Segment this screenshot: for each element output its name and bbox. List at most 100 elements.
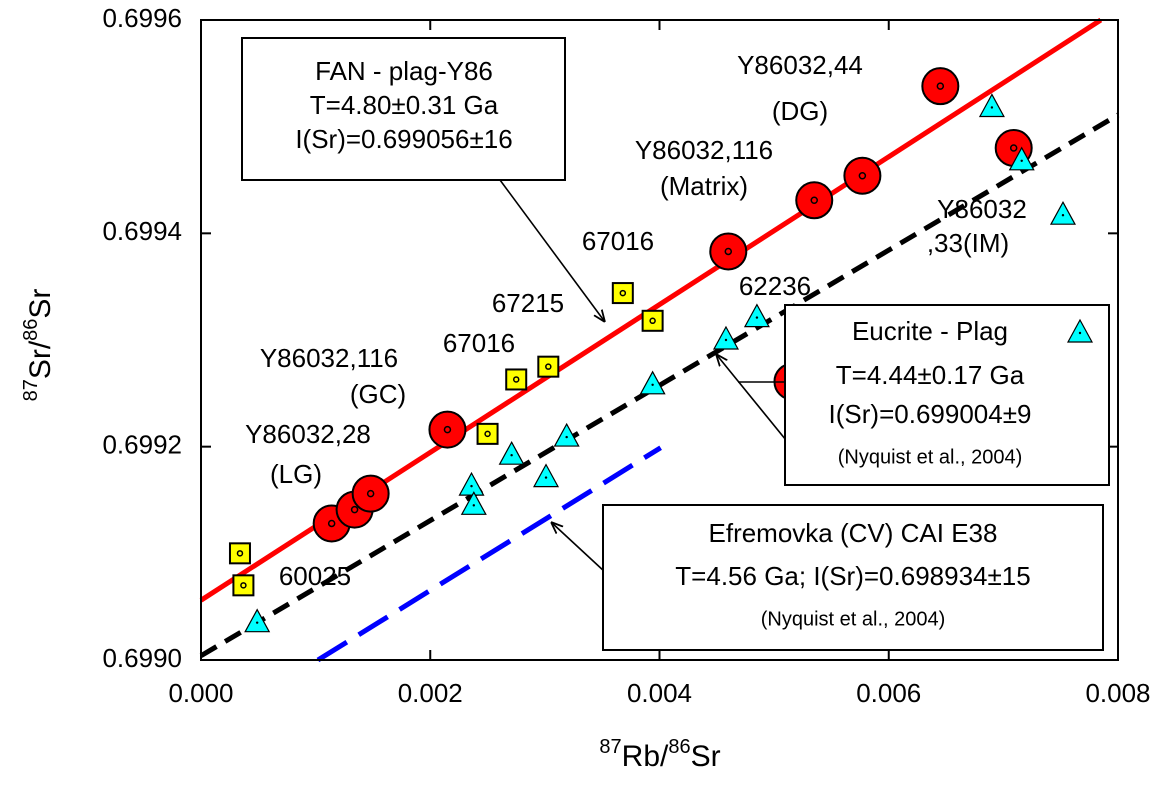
legend-text: T=4.56 Ga; I(Sr)=0.698934±15 [675,561,1030,591]
point-label: ,33(IM) [927,228,1009,258]
marker-dot [1009,144,1018,152]
y-tick-label: 0.6994 [102,216,182,246]
marker-shape [498,440,525,465]
arrow [499,179,605,322]
marker-dot [240,582,247,589]
legend-box [241,37,566,181]
legend-box [784,304,1110,486]
legend-text: Efremovka (CV) CAI E38 [709,518,998,548]
arrow [551,522,606,573]
data-point [712,325,739,350]
marker-shape [709,232,748,271]
point-label: Y86032,116 [635,135,773,165]
marker-dot [858,171,867,180]
marker-shape [533,463,560,488]
marker-dot [255,621,259,624]
marker-dot [619,289,627,297]
marker-shape [428,410,467,449]
data-point [553,422,580,447]
marker-dot [545,363,552,370]
marker-shape [743,303,770,328]
data-point [228,542,251,565]
data-point [244,608,271,633]
marker-shape [795,181,834,220]
point-label: Y86032,44 [737,50,863,80]
point-label: (DG) [772,96,828,126]
marker-shape [978,93,1005,118]
marker-shape [460,491,487,515]
x-axis-label-part: 87 [599,736,621,758]
marker-shape [641,309,664,332]
data-point [505,368,528,391]
legend-symbol [1066,318,1094,343]
marker-shape [639,370,666,395]
x-axis-label-part: Sr [691,740,721,773]
data-point [458,471,485,496]
legend-text: I(Sr)=0.699004±9 [829,399,1032,429]
point-label: Y86032,116 [260,343,398,373]
marker-dot [366,489,375,498]
x-tick-label: 0.002 [398,678,463,708]
data-point [641,309,664,332]
legend-text: (Nyquist et al., 2004) [761,608,946,630]
y-axis-label-part: 87 [20,379,42,401]
data-point [611,282,634,305]
data-point [795,181,834,220]
x-axis-label-part: 86 [668,736,690,758]
marker-dot [443,425,452,434]
data-point [460,491,487,515]
point-label: (Matrix) [660,171,748,201]
marker-dot [565,435,568,439]
marker-dot [1078,331,1082,335]
legend-text: FAN - plag-Y86 [315,56,493,86]
marker-dot [724,247,733,256]
marker-dot [512,376,520,383]
legend-text: I(Sr)=0.699056±16 [295,124,512,154]
point-label: Y86032,28 [245,419,371,449]
y-tick-label: 0.6996 [102,3,182,33]
marker-dot [350,505,359,514]
point-label: Y86032 [937,194,1027,224]
data-point [639,370,666,395]
arrow [716,354,791,446]
y-tick-label: 0.6990 [102,643,182,673]
marker-dot [470,484,473,488]
marker-shape [476,422,499,445]
data-point [843,156,882,195]
marker-shape [611,282,634,305]
legend-text: T=4.80±0.31 Ga [310,90,499,120]
y-axis-label-part: 86 [20,319,42,341]
x-axis-label-part: Rb/ [622,740,669,773]
marker-dot [724,338,728,342]
data-point [709,232,748,271]
marker-dot [649,317,656,325]
marker-shape [1066,318,1094,343]
marker-dot [510,454,513,457]
legend-text: T=4.44±0.17 Ga [836,360,1025,390]
point-label: (GC) [350,379,406,409]
data-point [921,67,960,106]
point-label: 67215 [492,288,564,318]
marker-shape [232,574,255,597]
marker-dot [936,82,945,90]
data-point [351,474,390,513]
y-axis-label: 87Sr/86Sr [20,289,57,402]
point-label: 67016 [582,226,654,256]
marker-dot [1061,214,1065,217]
marker-dot [472,504,476,507]
data-point [533,463,560,488]
marker-dot [544,476,548,479]
data-point [743,303,770,328]
marker-dot [755,316,759,319]
point-label: 60025 [279,561,351,591]
marker-dot [484,430,491,438]
legend-text: (Nyquist et al., 2004) [838,446,1023,468]
marker-shape [505,368,528,391]
y-tick-label: 0.6992 [102,430,182,460]
data-point [537,355,560,378]
marker-dot [810,196,818,205]
x-axis-label: 87Rb/86Sr [599,736,720,773]
data-point [232,574,255,597]
marker-dot [327,519,336,528]
